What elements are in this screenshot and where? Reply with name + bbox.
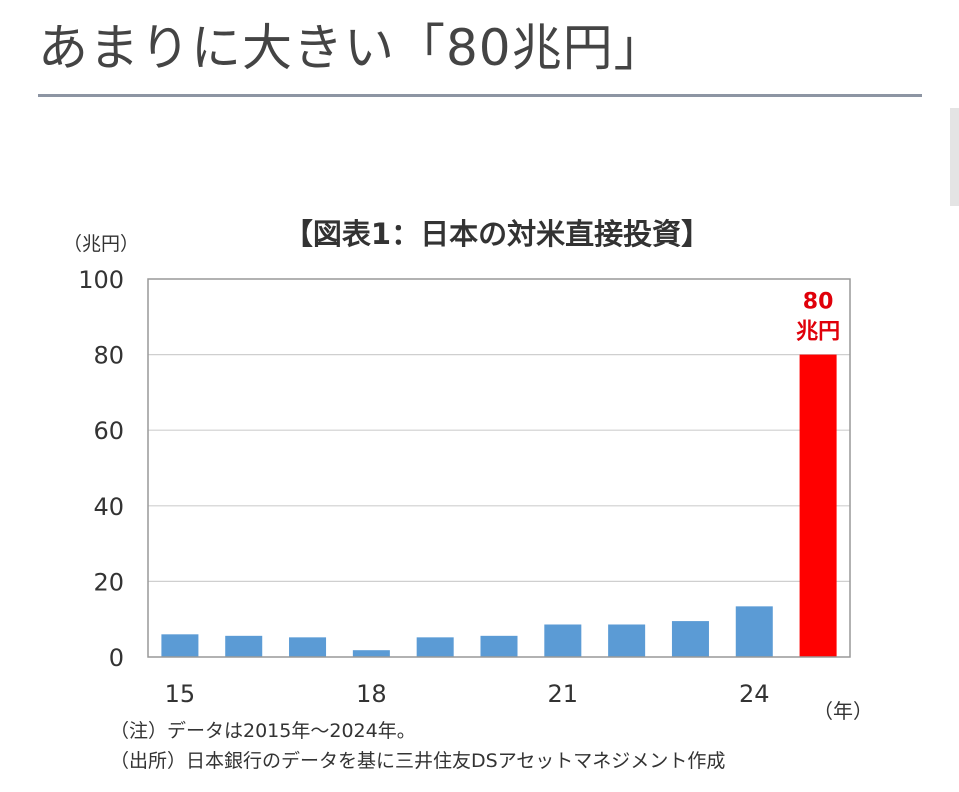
bars: [161, 354, 837, 657]
highlight-value-label: 80: [803, 290, 834, 315]
bar: [225, 635, 263, 657]
headline-divider: [38, 94, 922, 97]
bar: [671, 621, 709, 657]
x-tick-label: 18: [356, 680, 387, 708]
bar: [608, 624, 646, 657]
chart-source: （出所）日本銀行のデータを基に三井住友DSアセットマネジメント作成: [110, 750, 726, 772]
bar-highlight: [799, 354, 837, 657]
scroll-indicator: [950, 108, 959, 206]
bar: [480, 635, 518, 657]
data-labels: 80 兆円: [796, 290, 840, 345]
y-tick-label: 40: [93, 493, 124, 521]
bar: [352, 650, 390, 657]
plot-frame: [147, 278, 851, 658]
x-axis-unit-label: （年）: [813, 699, 873, 723]
y-tick-label: 100: [78, 266, 124, 294]
bar: [289, 637, 327, 657]
y-tick-label: 20: [93, 568, 124, 596]
bar: [735, 606, 773, 657]
y-tick-label: 80: [93, 342, 124, 370]
y-axis-unit-label: （兆円）: [63, 233, 139, 255]
page-headline: あまりに大きい「80兆円」: [38, 19, 665, 77]
y-tick-label: 60: [93, 417, 124, 445]
bar: [544, 624, 582, 657]
bar: [161, 634, 199, 657]
bar: [416, 637, 454, 657]
y-tick-label: 0: [109, 644, 124, 672]
x-tick-label: 15: [165, 680, 196, 708]
x-tick-label: 24: [739, 680, 770, 708]
x-tick-label: 21: [548, 680, 579, 708]
gridlines: [148, 354, 850, 583]
axis-ticks: 0 20 40 60 80 100 15 18 21 24: [78, 266, 769, 708]
chart-title: 【図表1：日本の対米直接投資】: [284, 217, 710, 251]
chart-note: （注）データは2015年～2024年。: [110, 720, 416, 742]
highlight-value-label: 兆円: [796, 320, 840, 345]
